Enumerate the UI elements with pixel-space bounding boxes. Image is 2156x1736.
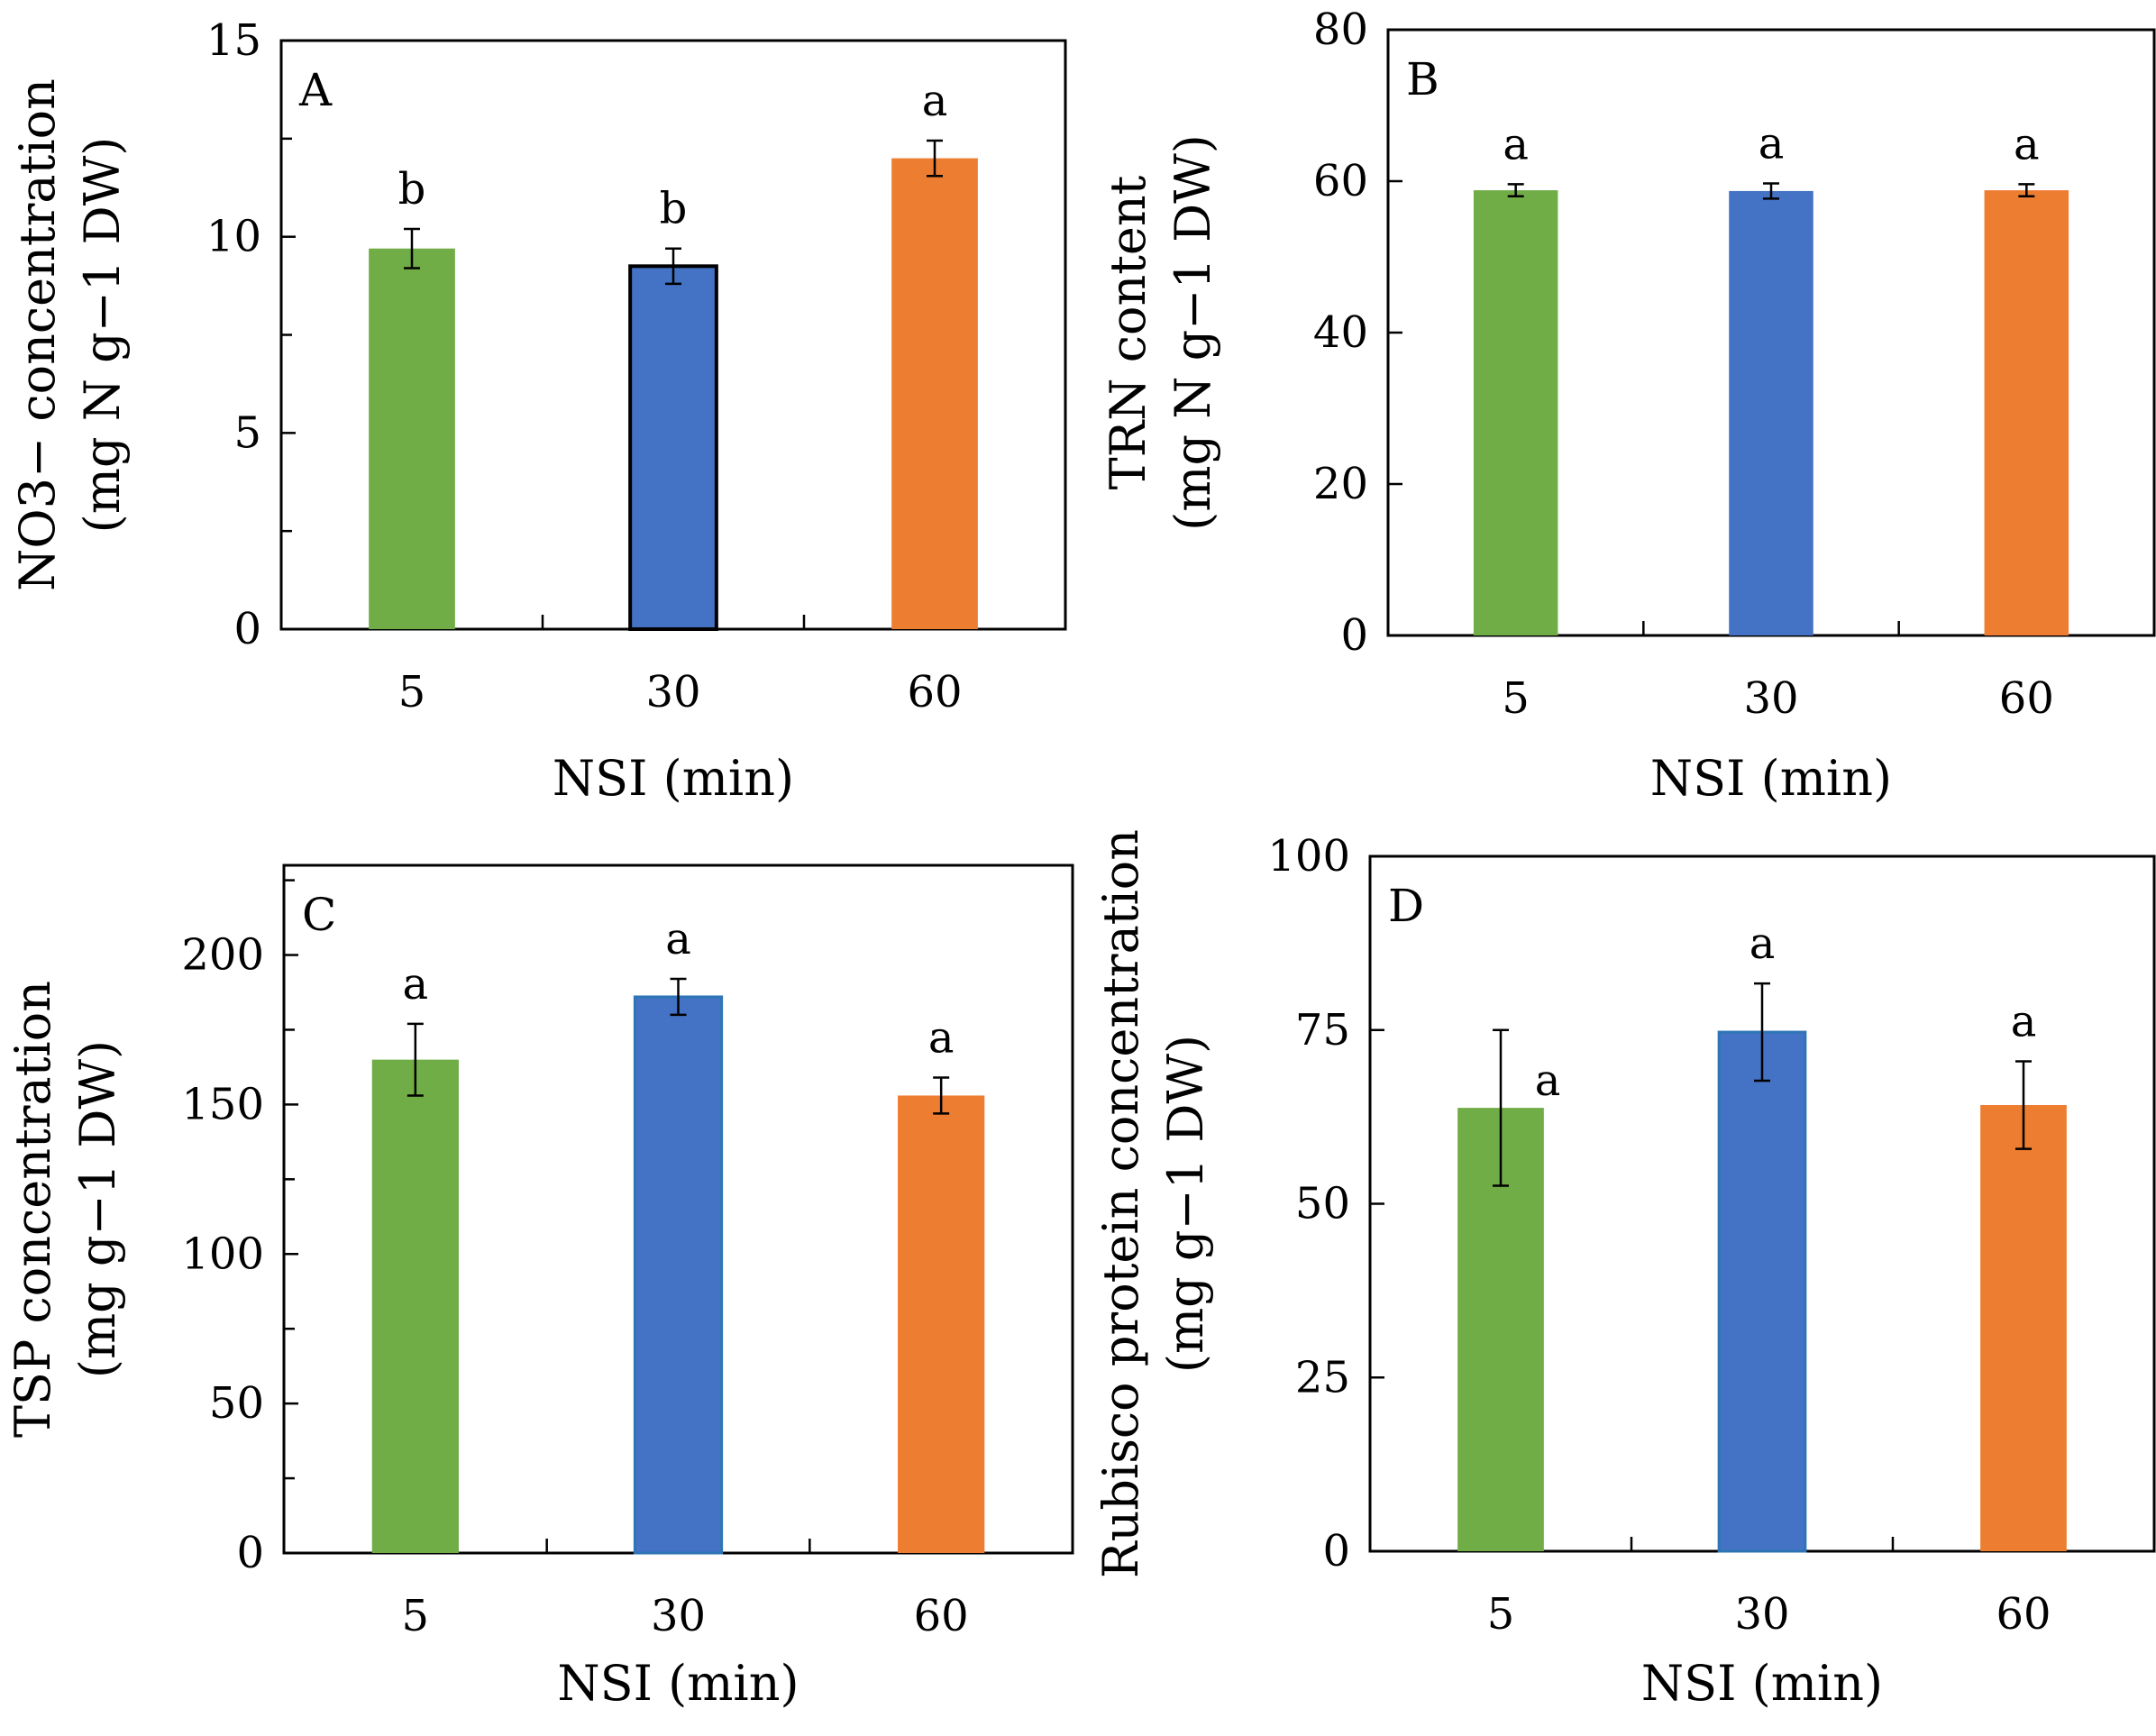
- x-tick-label: 60: [1999, 673, 2054, 724]
- y-axis-title: TSP concentration: [5, 981, 61, 1438]
- panel-letter: B: [1406, 53, 1439, 105]
- y-tick-label: 25: [1295, 1352, 1350, 1403]
- y-tick-label: 200: [181, 930, 264, 981]
- bar-30: [1729, 190, 1813, 636]
- y-tick-label: 50: [1295, 1179, 1350, 1229]
- significance-letter: a: [922, 76, 948, 126]
- significance-letter: a: [2014, 119, 2040, 169]
- x-tick-label: 5: [402, 1591, 430, 1641]
- significance-letter: a: [665, 914, 691, 964]
- bar-60: [891, 158, 978, 630]
- y-tick-label: 100: [1267, 831, 1350, 882]
- y-tick-label: 50: [209, 1378, 264, 1429]
- bar-60: [1980, 1105, 2067, 1551]
- y-axis-units: (mg g−1 DW): [1157, 1035, 1214, 1373]
- x-axis-title: NSI (min): [553, 750, 794, 807]
- y-axis-title: Rubisco protein concentration: [1092, 829, 1149, 1578]
- y-axis-title: TRN content: [1100, 175, 1156, 489]
- y-tick-label: 60: [1313, 156, 1368, 206]
- y-tick-label: 10: [206, 212, 261, 262]
- panel-c: 0 50 100 150 200 a 5 a 30 a 60 C NSI (min) TSP concen…: [5, 863, 1074, 1712]
- x-axis-title: NSI (min): [1650, 750, 1892, 807]
- x-tick-label: 5: [1487, 1589, 1515, 1640]
- y-axis-units: (mg N g−1 DW): [1165, 134, 1221, 531]
- panel-letter: C: [302, 889, 336, 941]
- y-axis-title: NO3− concentration: [9, 78, 66, 591]
- significance-letter: a: [1759, 119, 1785, 169]
- x-tick-label: 30: [651, 1591, 706, 1641]
- y-tick-label: 150: [181, 1079, 264, 1129]
- significance-letter: a: [1535, 1055, 1561, 1106]
- x-tick-label: 30: [645, 667, 700, 717]
- x-tick-label: 30: [1743, 673, 1798, 724]
- y-tick-label: 80: [1313, 5, 1368, 55]
- bar-30: [628, 264, 718, 631]
- significance-letter: a: [1503, 119, 1529, 169]
- x-tick-label: 30: [1734, 1589, 1789, 1640]
- significance-letter: a: [2011, 996, 2037, 1046]
- significance-letter: a: [403, 959, 429, 1010]
- y-tick-label: 5: [233, 407, 261, 458]
- panel-a: 0 5 10 15 b 5 b 30 a 60 A NSI (min) NO3− concentrati…: [9, 15, 1067, 807]
- panel-letter: A: [298, 64, 333, 116]
- y-tick-label: 0: [1340, 610, 1368, 661]
- y-tick-label: 0: [1322, 1526, 1350, 1576]
- x-axis-title: NSI (min): [1641, 1655, 1883, 1712]
- y-tick-label: 0: [236, 1528, 264, 1578]
- y-axis-units: (mg N g−1 DW): [74, 137, 131, 534]
- x-tick-label: 60: [1996, 1589, 2051, 1640]
- significance-letter: a: [1749, 918, 1776, 969]
- y-tick-label: 15: [206, 15, 261, 66]
- x-tick-label: 5: [1502, 673, 1530, 724]
- bar-5: [369, 248, 455, 629]
- significance-letter: a: [928, 1013, 955, 1064]
- bar-5: [1473, 190, 1558, 635]
- panel-d: 0 25 50 75 100 a 5 a 30 a 60 D NSI (min) Rubisco prot…: [1092, 829, 2156, 1712]
- y-tick-label: 100: [181, 1229, 264, 1279]
- significance-letter: b: [398, 164, 426, 215]
- x-tick-label: 5: [398, 667, 426, 717]
- bar-5: [371, 1059, 459, 1553]
- y-tick-label: 0: [233, 604, 261, 654]
- significance-letter: b: [660, 184, 688, 234]
- panel-b: 0 20 40 60 80 a 5 a 30 a 60 B NSI (min) TRN content (m…: [1100, 5, 2156, 807]
- y-tick-label: 75: [1295, 1005, 1350, 1055]
- y-tick-label: 20: [1313, 459, 1368, 509]
- y-tick-label: 40: [1313, 307, 1368, 358]
- bar-30: [633, 995, 724, 1555]
- x-tick-label: 60: [914, 1591, 969, 1641]
- panel-letter: D: [1388, 880, 1424, 932]
- bar-30: [1717, 1030, 1807, 1553]
- bar-60: [898, 1095, 985, 1553]
- x-tick-label: 60: [907, 667, 962, 717]
- bar-60: [1984, 190, 2069, 635]
- x-axis-title: NSI (min): [557, 1655, 799, 1712]
- y-axis-units: (mg g−1 DW): [69, 1040, 126, 1378]
